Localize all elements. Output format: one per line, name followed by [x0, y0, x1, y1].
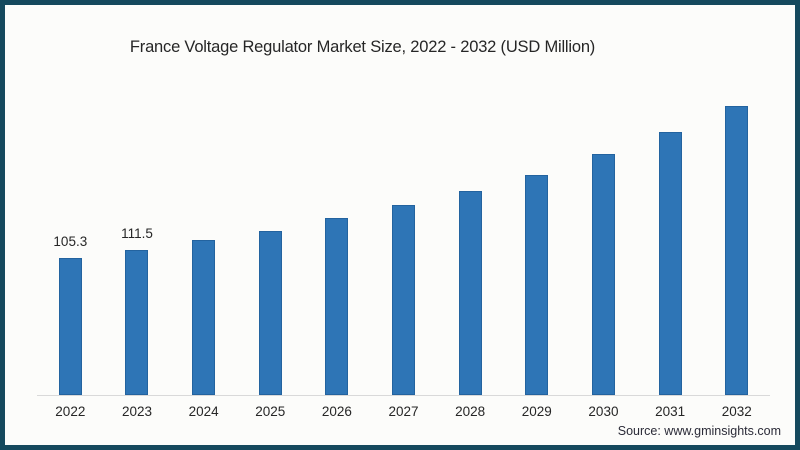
x-tick-label: 2032: [721, 404, 752, 419]
bar: [591, 154, 615, 395]
bar: [725, 106, 749, 395]
bar: [458, 191, 482, 395]
bar: [658, 132, 682, 395]
bar-column: [370, 95, 437, 395]
chart-title: France Voltage Regulator Market Size, 20…: [129, 38, 596, 56]
x-tick-label: 2025: [255, 404, 286, 419]
plot-area: 105.3 111.5: [37, 95, 770, 396]
bar: [125, 249, 149, 395]
bar-column: 111.5: [104, 95, 171, 395]
bar: [325, 218, 349, 395]
x-tick-label: 2031: [655, 404, 686, 419]
x-tick-label: 2024: [188, 404, 219, 419]
x-tick-label: 2027: [388, 404, 419, 419]
x-axis: 2022 2023 2024 2025 2026 2027 2028 2029 2030 2031…: [37, 404, 770, 419]
bar: [192, 239, 216, 395]
bar-column: [570, 95, 637, 395]
bar-column: [637, 95, 704, 395]
x-tick-label: 2028: [455, 404, 486, 419]
bar-column: [237, 95, 304, 395]
bar-value-label: 111.5: [121, 226, 153, 242]
bar-column: [703, 95, 770, 395]
bar-column: [437, 95, 504, 395]
bar-column: [503, 95, 570, 395]
x-tick-label: 2022: [55, 404, 86, 419]
bar: [525, 174, 549, 395]
bar-value-label: 105.3: [53, 234, 88, 250]
source-note: Source: www.gminsights.com: [617, 424, 781, 438]
x-tick-label: 2030: [588, 404, 619, 419]
x-tick-label: 2023: [121, 404, 152, 419]
bar-column: [170, 95, 237, 395]
x-tick-label: 2026: [321, 404, 352, 419]
bar: [58, 257, 82, 395]
bar-column: 105.3: [37, 95, 104, 395]
x-tick-label: 2029: [521, 404, 552, 419]
bar: [392, 205, 416, 395]
bar: [258, 231, 282, 395]
bar-column: [304, 95, 371, 395]
